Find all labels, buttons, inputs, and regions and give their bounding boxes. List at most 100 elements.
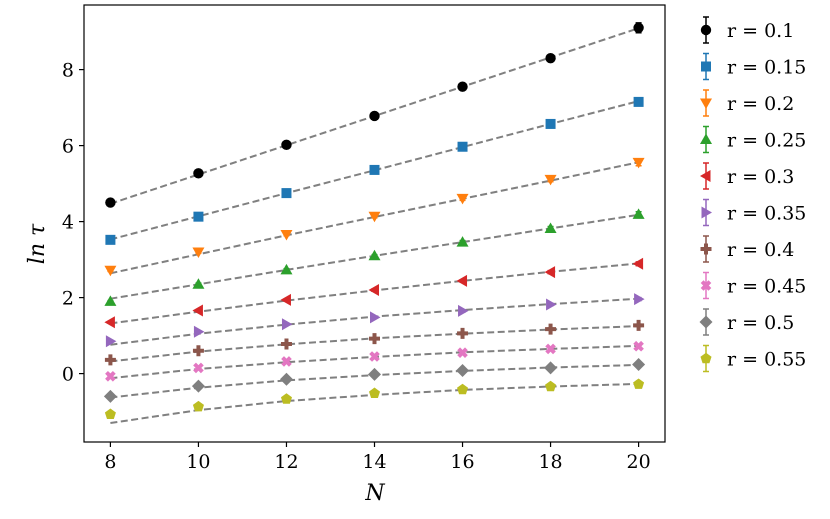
legend: r = 0.1 r = 0.15 r = 0.2 r = 0.25 r = 0.3 r =… (699, 16, 806, 373)
data-point (545, 118, 556, 129)
legend-entry-r-0.4: r = 0.4 (700, 235, 794, 263)
data-point (193, 211, 204, 222)
data-point (633, 378, 645, 389)
series-r-0.15 (105, 96, 644, 245)
legend-marker (701, 206, 712, 219)
data-point (368, 211, 381, 223)
data-point (456, 236, 469, 247)
x-tick-label: 14 (362, 451, 386, 473)
data-point (104, 316, 115, 329)
data-point (280, 393, 292, 404)
data-point (105, 197, 116, 208)
legend-label: r = 0.4 (727, 239, 794, 261)
data-point (633, 340, 644, 352)
legend-entry-r-0.25: r = 0.25 (700, 125, 806, 154)
data-point (105, 335, 117, 348)
data-point (632, 157, 645, 169)
legend-entry-r-0.1: r = 0.1 (700, 16, 794, 44)
legend-marker (699, 315, 713, 329)
legend-marker (700, 98, 712, 109)
data-point (369, 333, 380, 345)
legend-entry-r-0.3: r = 0.3 (700, 162, 794, 190)
legend-entry-r-0.35: r = 0.35 (701, 198, 806, 227)
data-point (370, 311, 381, 324)
data-point (457, 81, 468, 92)
data-point (280, 293, 291, 306)
data-point (457, 383, 469, 395)
legend-label: r = 0.5 (727, 312, 794, 334)
data-point (633, 96, 644, 107)
data-point (369, 351, 380, 362)
legend-entry-r-0.2: r = 0.2 (700, 89, 794, 117)
data-point (369, 164, 380, 175)
data-point (545, 53, 556, 64)
data-point (281, 318, 293, 331)
legend-marker (701, 61, 711, 72)
data-point (457, 327, 469, 339)
data-point (456, 274, 468, 287)
x-tick-label: 8 (104, 451, 116, 473)
series-r-0.25 (104, 208, 645, 306)
plot-area (103, 22, 646, 424)
data-point (368, 387, 381, 399)
legend-entry-r-0.55: r = 0.55 (700, 344, 806, 373)
data-point (546, 298, 557, 311)
y-tick-label: 4 (62, 212, 74, 234)
data-point (281, 139, 292, 151)
data-point (457, 141, 468, 152)
legend-marker (700, 133, 712, 144)
legend-marker (700, 280, 712, 291)
data-point (192, 278, 205, 289)
axes: 8 10 12 14 16 18 20 0 2 4 6 8 (62, 4, 666, 473)
legend-marker (700, 170, 711, 182)
data-point (632, 208, 645, 219)
data-point (544, 266, 556, 279)
data-point (280, 338, 292, 350)
x-tick-label: 10 (186, 451, 210, 473)
data-point (280, 230, 293, 241)
legend-entry-r-0.15: r = 0.15 (701, 52, 806, 81)
data-point (105, 370, 116, 382)
legend-entry-r-0.45: r = 0.45 (700, 271, 806, 300)
legend-label: r = 0.45 (727, 276, 806, 298)
data-point (545, 380, 557, 392)
data-point (104, 354, 116, 366)
data-point (544, 222, 557, 233)
x-axis-label: N (364, 481, 385, 506)
data-point (544, 174, 557, 186)
data-point (281, 188, 292, 199)
legend-marker (700, 24, 712, 36)
x-tick-label: 20 (626, 451, 650, 473)
data-point (368, 284, 379, 296)
data-point (632, 257, 644, 270)
data-point (193, 362, 204, 374)
y-axis-label: ln τ (25, 223, 50, 264)
data-point (104, 265, 117, 277)
x-tick-label: 16 (450, 451, 474, 473)
y-tick-label: 6 (62, 136, 74, 158)
x-tick-label: 12 (274, 451, 298, 473)
series-r-0.5 (103, 357, 646, 403)
data-point (545, 323, 557, 335)
legend-marker (700, 243, 712, 255)
series-r-0.1 (105, 22, 644, 208)
data-point (368, 367, 381, 381)
legend-marker (700, 352, 712, 364)
y-tick-label: 2 (62, 288, 74, 310)
x-tick-label: 18 (538, 451, 562, 473)
data-point (369, 110, 380, 122)
data-point (281, 356, 292, 367)
data-point (104, 408, 116, 419)
data-point (632, 357, 646, 371)
series-r-0.35 (105, 293, 645, 348)
data-point (279, 372, 293, 386)
series-r-0.3 (104, 257, 644, 329)
legend-label: r = 0.55 (727, 349, 806, 371)
data-point (457, 347, 468, 359)
series-r-0.45 (105, 340, 644, 382)
data-point (544, 361, 558, 375)
legend-label: r = 0.25 (727, 130, 806, 152)
legend-label: r = 0.3 (727, 166, 794, 188)
legend-label: r = 0.2 (727, 93, 794, 115)
